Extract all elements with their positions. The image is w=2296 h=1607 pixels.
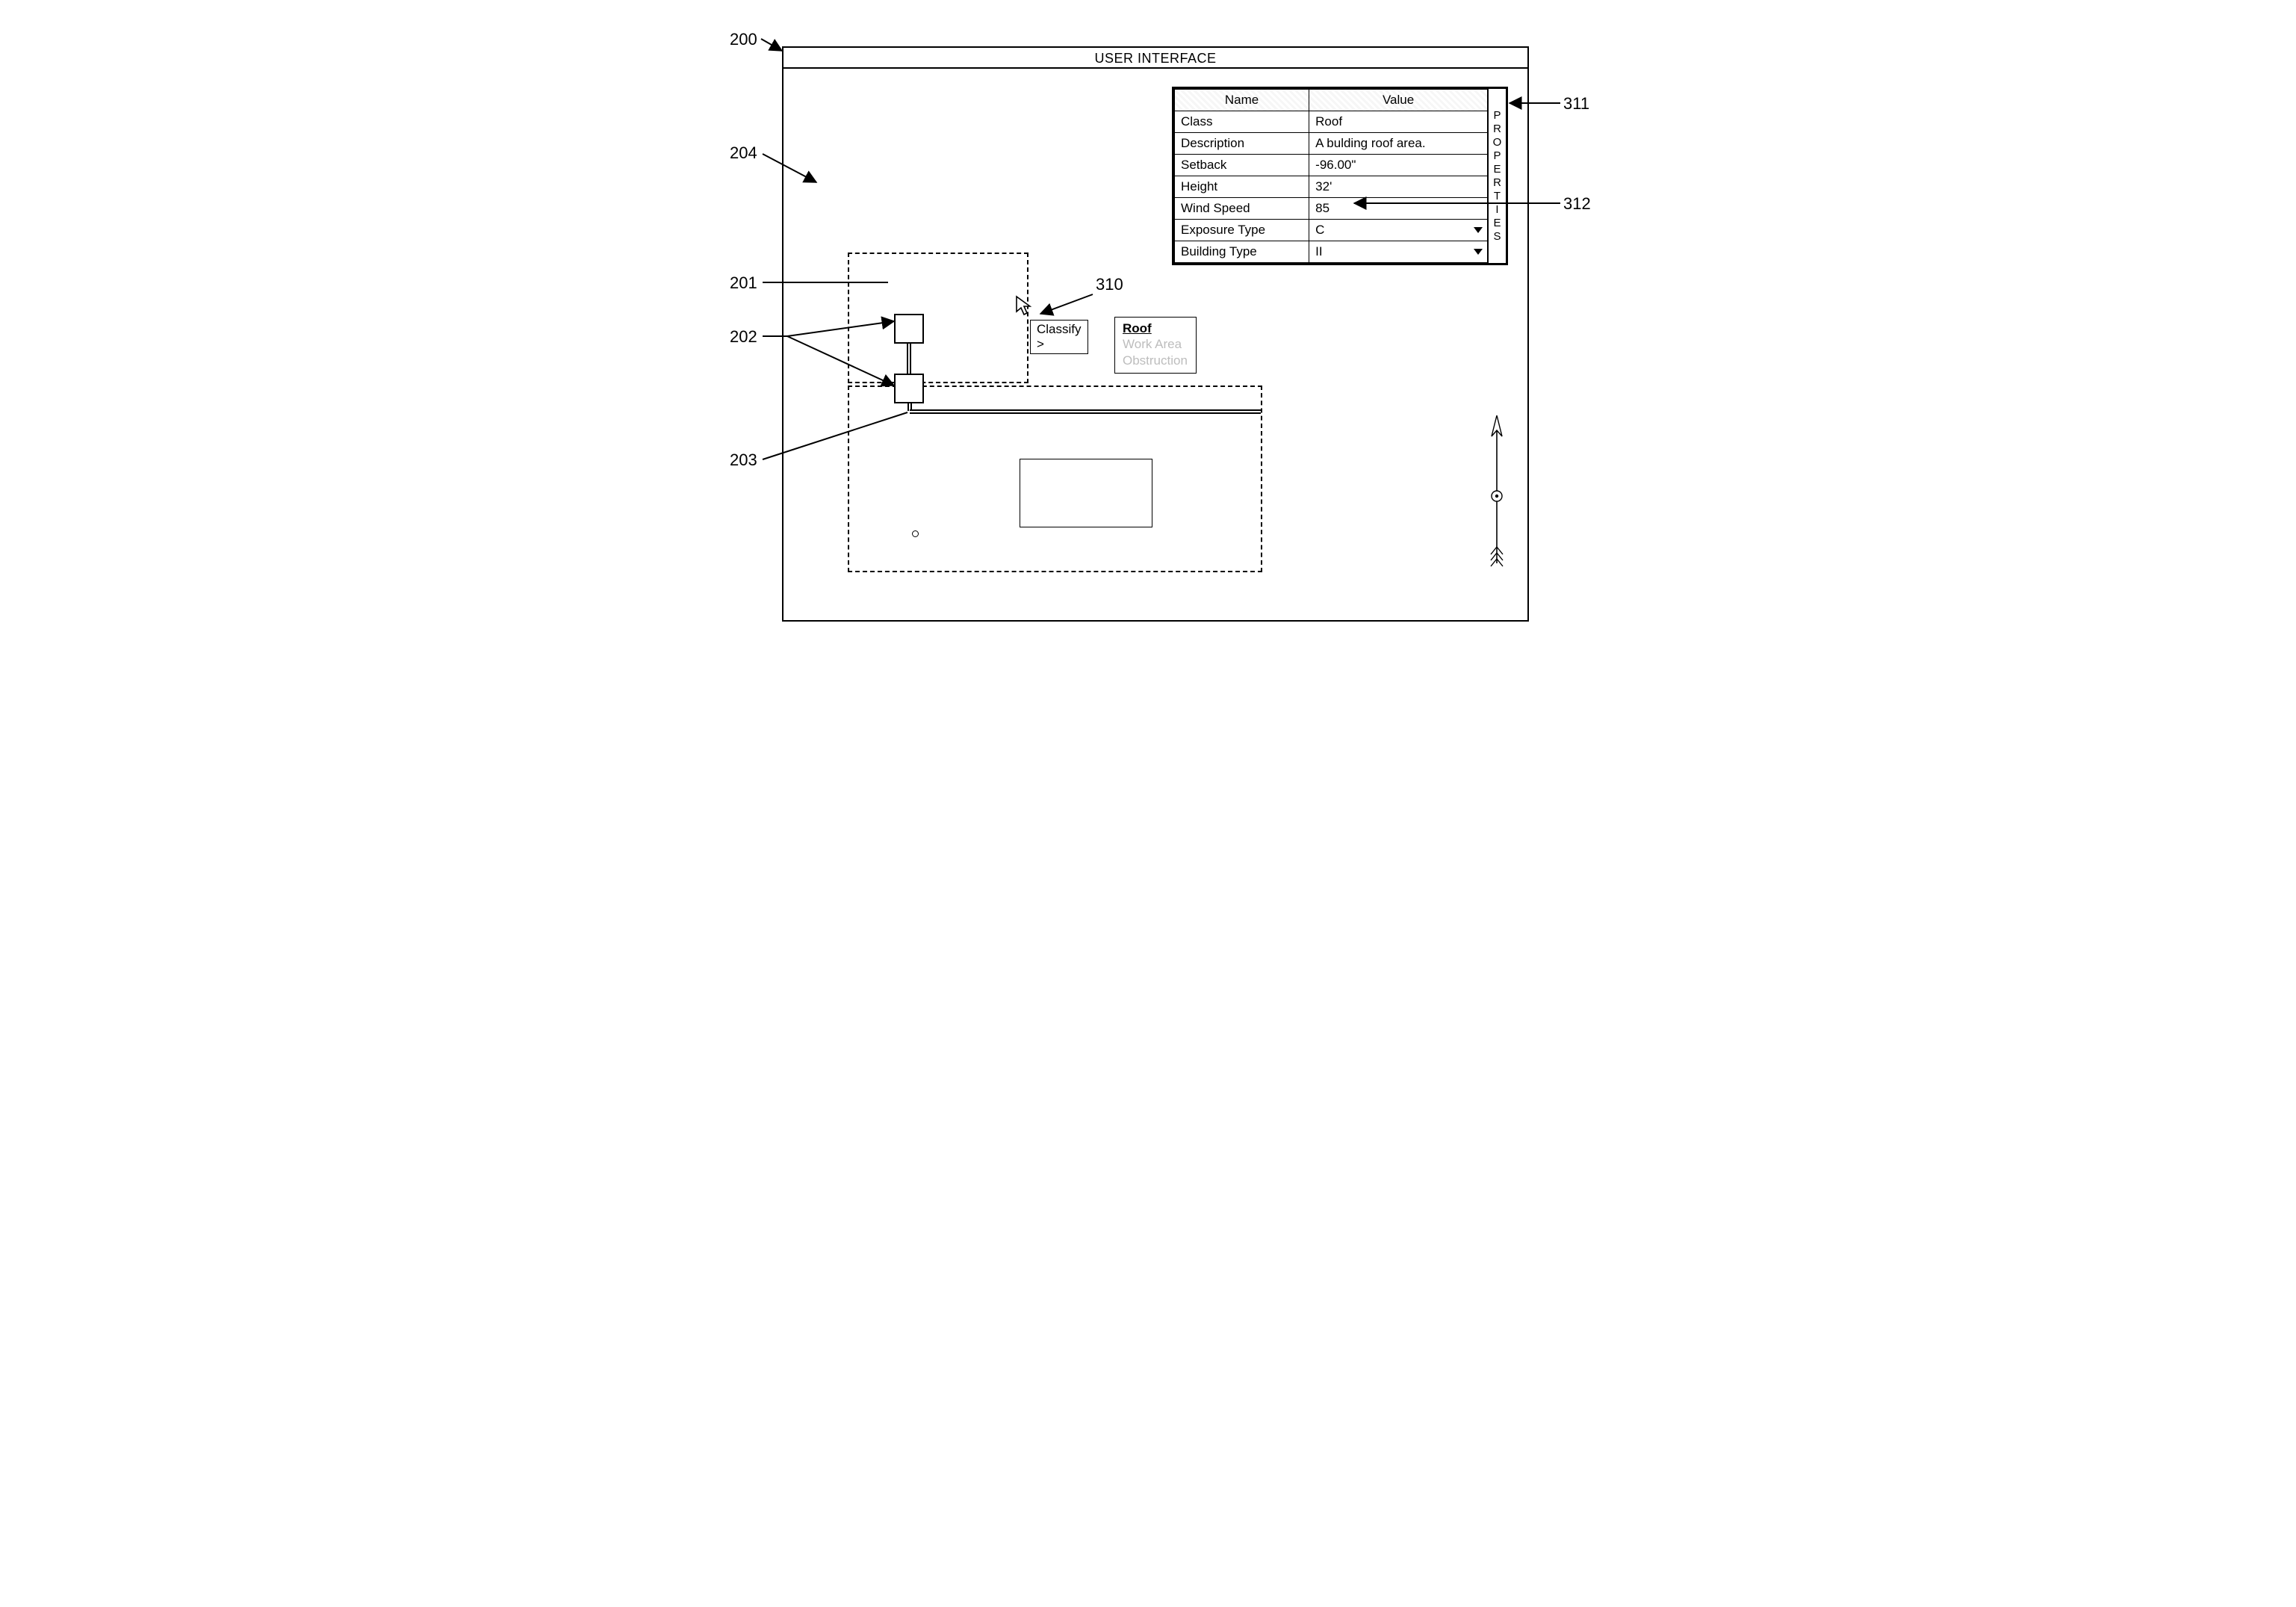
properties-row-value[interactable]: Roof <box>1309 111 1488 133</box>
properties-row: Building TypeII <box>1175 241 1488 263</box>
callout-200: 200 <box>730 30 757 49</box>
equipment-unit-a[interactable] <box>894 314 924 344</box>
context-menu-submenu: RoofWork AreaObstruction <box>1114 317 1197 374</box>
north-arrow-icon <box>1486 415 1507 576</box>
properties-row: ClassRoof <box>1175 111 1488 133</box>
properties-tab[interactable]: PROPERTIES <box>1488 89 1506 263</box>
properties-row-name: Height <box>1175 176 1309 198</box>
context-menu-classify-label: Classify > <box>1037 322 1082 351</box>
context-menu-option[interactable]: Work Area <box>1123 336 1188 352</box>
properties-row-name: Class <box>1175 111 1309 133</box>
properties-row: Height32' <box>1175 176 1488 198</box>
properties-col-value: Value <box>1309 90 1488 111</box>
dropdown-caret-icon[interactable] <box>1474 227 1483 233</box>
context-menu-classify[interactable]: Classify > <box>1030 320 1088 354</box>
pipe-horizontal <box>910 409 1261 414</box>
properties-row: Setback-96.00" <box>1175 155 1488 176</box>
properties-panel: Name Value ClassRoofDescriptionA bulding… <box>1172 87 1508 265</box>
properties-row-name: Description <box>1175 133 1309 155</box>
callout-310: 310 <box>1096 275 1123 294</box>
properties-row-name: Exposure Type <box>1175 220 1309 241</box>
properties-row-value[interactable]: 32' <box>1309 176 1488 198</box>
callout-204: 204 <box>730 143 757 163</box>
context-menu-option[interactable]: Obstruction <box>1123 353 1188 368</box>
properties-row-value[interactable]: II <box>1309 241 1488 263</box>
properties-row-value[interactable]: C <box>1309 220 1488 241</box>
properties-col-name: Name <box>1175 90 1309 111</box>
selection-region-upper[interactable] <box>848 253 1028 383</box>
roof-obstruction-rect[interactable] <box>1020 459 1152 527</box>
properties-row: Exposure TypeC <box>1175 220 1488 241</box>
properties-row: DescriptionA bulding roof area. <box>1175 133 1488 155</box>
properties-row-value[interactable]: -96.00" <box>1309 155 1488 176</box>
properties-row-value[interactable]: 85 <box>1309 198 1488 220</box>
context-menu-option[interactable]: Roof <box>1123 321 1188 336</box>
roof-drain-icon <box>912 530 919 537</box>
callout-202: 202 <box>730 327 757 347</box>
callout-312: 312 <box>1563 194 1591 214</box>
callout-201: 201 <box>730 273 757 293</box>
title-bar: USER INTERFACE <box>784 48 1527 69</box>
properties-row-name: Wind Speed <box>1175 198 1309 220</box>
window-title: USER INTERFACE <box>1094 51 1216 66</box>
pipe-vertical <box>907 344 911 374</box>
properties-row-name: Building Type <box>1175 241 1309 263</box>
callout-203: 203 <box>730 450 757 470</box>
callout-311: 311 <box>1563 94 1589 114</box>
properties-tab-label: PROPERTIES <box>1491 109 1504 244</box>
cursor-icon <box>1015 295 1031 318</box>
properties-table: Name Value ClassRoofDescriptionA bulding… <box>1174 89 1488 263</box>
properties-row-name: Setback <box>1175 155 1309 176</box>
equipment-unit-b[interactable] <box>894 374 924 403</box>
properties-row-value[interactable]: A bulding roof area. <box>1309 133 1488 155</box>
dropdown-caret-icon[interactable] <box>1474 249 1483 255</box>
properties-row: Wind Speed85 <box>1175 198 1488 220</box>
